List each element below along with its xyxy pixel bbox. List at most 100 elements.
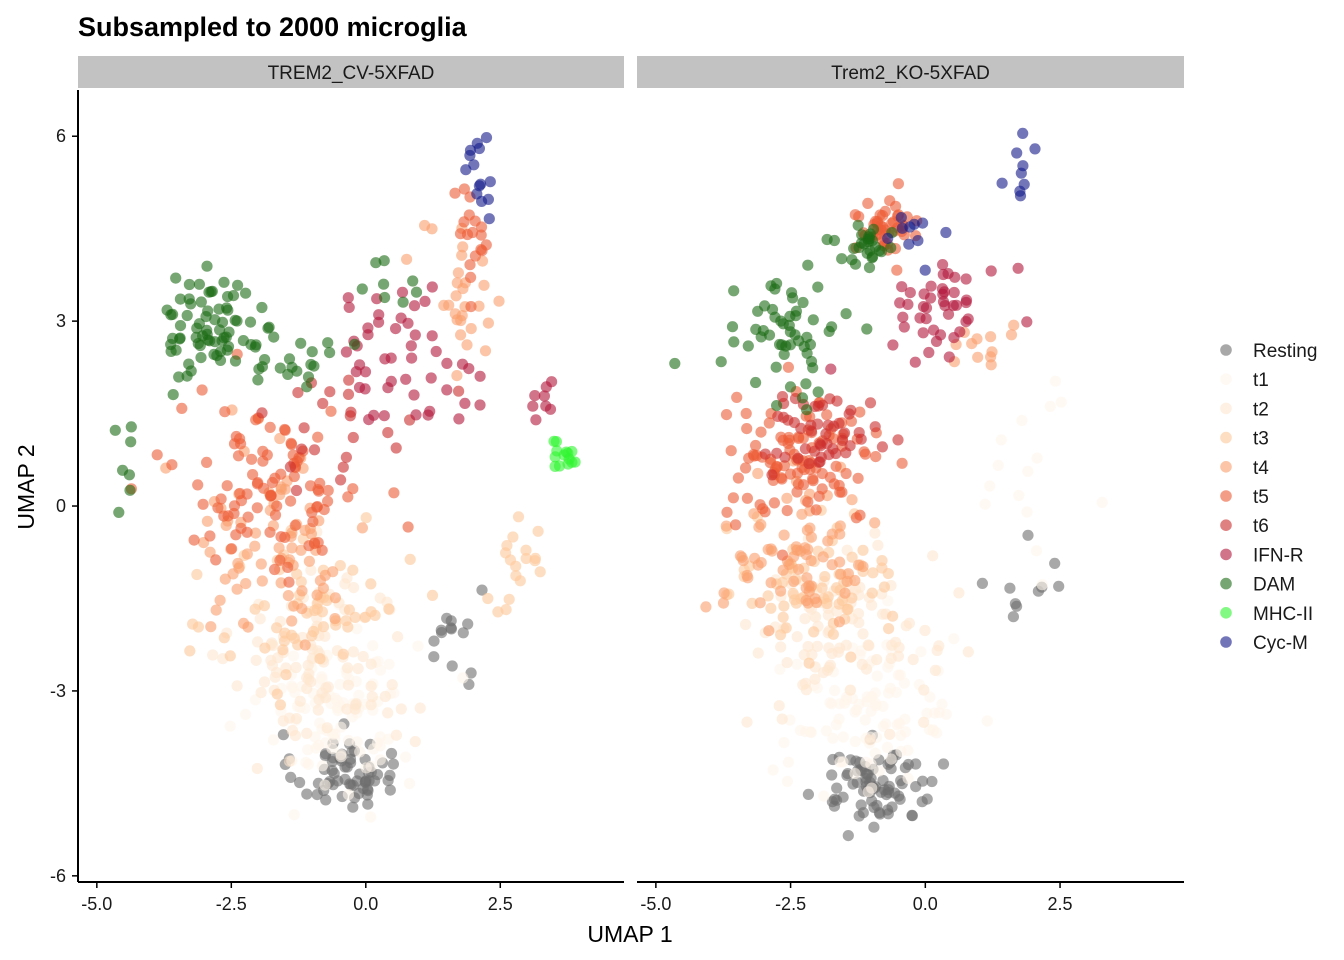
data-point-t1: [859, 714, 871, 726]
data-point-t1: [902, 772, 914, 785]
data-point-t1: [871, 670, 883, 682]
data-point-resting: [326, 756, 338, 768]
data-point-t4: [233, 562, 245, 574]
data-point-cyc-m: [1017, 160, 1029, 172]
legend-key-t5: [1220, 490, 1232, 502]
data-point-t3: [501, 540, 513, 552]
data-point-t4: [329, 613, 341, 625]
data-point-ifn-r: [408, 389, 420, 401]
data-point-t2: [379, 690, 391, 703]
data-point-t4: [478, 279, 490, 291]
data-point-resting: [362, 785, 374, 797]
data-point-t1: [927, 725, 940, 737]
data-point-t5: [741, 492, 754, 504]
data-point-t5: [197, 498, 209, 510]
data-point-t6: [824, 393, 836, 405]
data-point-t5: [247, 469, 259, 481]
data-point-t6: [795, 422, 807, 434]
data-point-t5: [816, 483, 828, 495]
data-point-dam: [807, 314, 819, 326]
data-point-dam: [866, 234, 879, 247]
data-point-dam: [715, 356, 727, 368]
data-point-dam: [214, 324, 226, 336]
data-point-t5: [266, 476, 279, 489]
data-point-t3: [383, 603, 395, 615]
data-point-dam: [802, 259, 814, 271]
data-point-t4: [1008, 319, 1020, 331]
data-point-t5: [285, 437, 297, 449]
data-point-dam: [778, 348, 790, 360]
data-point-resting: [462, 618, 474, 630]
data-point-t1: [1044, 400, 1056, 412]
data-point-resting: [1022, 529, 1034, 541]
data-point-t5: [151, 449, 163, 461]
data-point-t1: [860, 756, 872, 768]
data-point-t5: [212, 502, 224, 514]
data-point-t1: [893, 717, 906, 730]
data-point-t4: [455, 329, 467, 341]
y-tick-label: 3: [56, 311, 66, 331]
data-point-mhc-ii: [560, 446, 572, 458]
data-point-t5: [810, 504, 822, 516]
data-point-t4: [755, 557, 767, 569]
data-point-t6: [324, 386, 336, 398]
data-point-t1: [240, 708, 252, 721]
data-point-ifn-r: [530, 414, 542, 426]
data-point-t1: [342, 734, 355, 747]
data-point-t3: [789, 594, 801, 606]
data-point-t1: [849, 768, 861, 780]
data-point-t1: [267, 734, 280, 746]
data-point-t2: [918, 716, 930, 728]
data-point-t1: [881, 741, 894, 754]
data-point-t2: [862, 639, 874, 651]
data-point-resting: [847, 778, 859, 790]
data-point-t3: [274, 699, 286, 711]
data-point-t3: [311, 603, 323, 615]
data-point-t6: [347, 431, 359, 444]
x-tick-label: 2.5: [488, 894, 513, 914]
data-point-cyc-m: [1018, 178, 1030, 190]
data-point-resting: [883, 780, 895, 792]
data-point-t2: [962, 646, 974, 658]
data-point-t1: [1030, 545, 1043, 557]
data-point-t5: [318, 504, 330, 516]
x-tick-label: -5.0: [81, 894, 112, 914]
data-point-t3: [503, 593, 515, 605]
data-point-ifn-r: [887, 339, 899, 351]
data-point-t4: [282, 590, 294, 602]
points-layer: [669, 127, 1108, 842]
data-point-resting: [446, 660, 458, 672]
data-point-resting: [868, 821, 880, 833]
data-point-resting: [457, 627, 469, 639]
data-point-t6: [803, 458, 815, 470]
data-point-t4: [869, 517, 881, 529]
data-point-ifn-r: [917, 301, 930, 313]
data-point-t1: [774, 663, 786, 675]
data-point-t6: [345, 406, 357, 418]
data-point-t6: [284, 461, 296, 473]
data-point-t2: [319, 630, 331, 642]
data-point-t5: [467, 226, 479, 239]
data-point-t2: [283, 755, 296, 767]
data-point-t2: [342, 679, 354, 691]
data-point-dam: [769, 311, 781, 323]
data-point-resting: [436, 627, 448, 639]
data-point-dam: [183, 278, 195, 291]
data-point-ifn-r: [359, 383, 371, 395]
data-point-ifn-r: [379, 353, 391, 365]
data-point-t3: [271, 622, 283, 634]
data-point-dam: [191, 322, 203, 334]
data-point-t4: [805, 555, 817, 567]
data-point-t4: [286, 615, 298, 627]
data-point-t5: [201, 456, 213, 468]
data-point-t2: [365, 680, 377, 692]
data-point-t3: [321, 594, 333, 607]
data-point-t4: [781, 492, 793, 504]
data-point-t3: [280, 669, 292, 681]
facet-panel: Trem2_KO-5XFAD -5.0 -2.5 0.0 2.5: [637, 56, 1184, 914]
data-point-t1: [1021, 506, 1033, 518]
data-point-t2: [929, 664, 942, 677]
data-point-dam: [283, 353, 296, 365]
data-point-dam: [763, 329, 776, 341]
